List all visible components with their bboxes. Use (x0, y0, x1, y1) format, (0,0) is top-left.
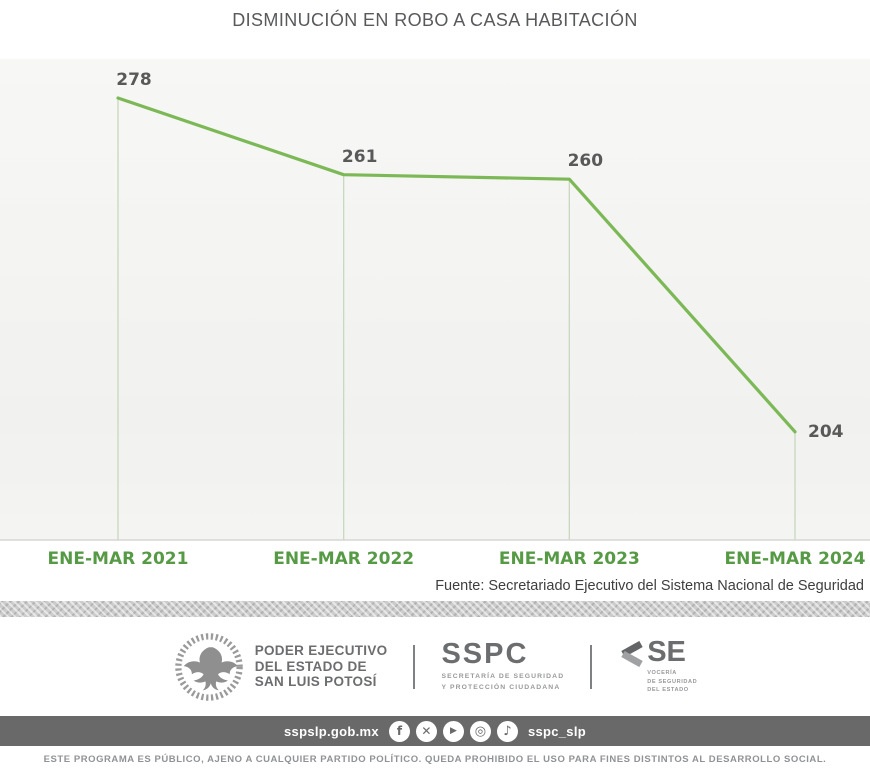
se-subtitle: VOCERÍA DE SEGURIDAD DEL ESTADO (647, 669, 697, 695)
se-chevron-icon (621, 641, 643, 668)
x-axis-label: ENE-MAR 2021 (47, 549, 189, 569)
x-axis-label: ENE-MAR 2024 (724, 549, 866, 569)
decorative-band (0, 601, 870, 617)
sspc-acronym: SSPC (441, 638, 529, 671)
sspc-subtitle-line: SECRETARÍA DE SEGURIDAD (441, 673, 565, 681)
disclaimer-text: ESTE PROGRAMA ES PÚBLICO, AJENO A CUALQU… (0, 746, 870, 773)
sspc-subtitle-line: Y PROTECCIÓN CIUDADANA (441, 683, 561, 691)
x-axis: ENE-MAR 2021 ENE-MAR 2022 ENE-MAR 2023 ENE-… (0, 549, 870, 577)
x-icon[interactable]: ✕ (415, 720, 437, 742)
se-subtitle-line: DE SEGURIDAD (647, 678, 698, 685)
x-axis-label: ENE-MAR 2023 (498, 549, 640, 569)
social-bar: sspslp.gob.mx f ✕ ▶ ◎ ♪ sspc_slp (0, 716, 870, 746)
gov-name-line: SAN LUIS POTOSÍ (254, 674, 377, 690)
data-label: 204 (808, 421, 844, 442)
chart-title: DISMINUCIÓN EN ROBO A CASA HABITACIÓN (232, 10, 638, 30)
instagram-icon[interactable]: ◎ (469, 720, 491, 742)
data-line (116, 96, 797, 434)
facebook-icon[interactable]: f (388, 720, 410, 742)
logo-divider (413, 644, 416, 689)
plot-area: 278 261 260 204 (0, 70, 870, 541)
gov-name-line: DEL ESTADO DE (254, 658, 367, 674)
footer-logos: PODER EJECUTIVO DEL ESTADO DE SAN LUIS P… (0, 617, 870, 716)
se-acronym: SE (647, 636, 686, 669)
coat-of-arms-icon (174, 632, 243, 701)
chart-section: DISMINUCIÓN EN ROBO A CASA HABITACIÓN 27… (0, 0, 870, 601)
gov-name-line: PODER EJECUTIVO (254, 642, 388, 658)
social-handle[interactable]: sspc_slp (527, 723, 586, 739)
website-link[interactable]: sspslp.gob.mx (284, 723, 379, 739)
se-logo: SE VOCERÍA DE SEGURIDAD DEL ESTADO (618, 638, 697, 695)
social-icons: f ✕ ▶ ◎ ♪ (388, 720, 518, 742)
se-subtitle-line: VOCERÍA (647, 670, 677, 677)
x-axis-label: ENE-MAR 2022 (273, 549, 415, 569)
tiktok-icon[interactable]: ♪ (496, 720, 518, 742)
sspc-logo: SSPC SECRETARÍA DE SEGURIDAD Y PROTECCIÓ… (441, 640, 564, 692)
logo-divider (590, 644, 593, 689)
sspc-subtitle: SECRETARÍA DE SEGURIDAD Y PROTECCIÓN CIU… (441, 672, 564, 692)
line-chart (0, 96, 870, 541)
gov-name: PODER EJECUTIVO DEL ESTADO DE SAN LUIS P… (255, 643, 388, 691)
data-label: 261 (341, 146, 378, 167)
data-label: 278 (116, 70, 152, 90)
se-subtitle-line: DEL ESTADO (647, 687, 689, 694)
data-label: 260 (567, 151, 604, 172)
source-note: Fuente: Secretariado Ejecutivo del Siste… (435, 578, 864, 594)
youtube-icon[interactable]: ▶ (442, 720, 464, 742)
